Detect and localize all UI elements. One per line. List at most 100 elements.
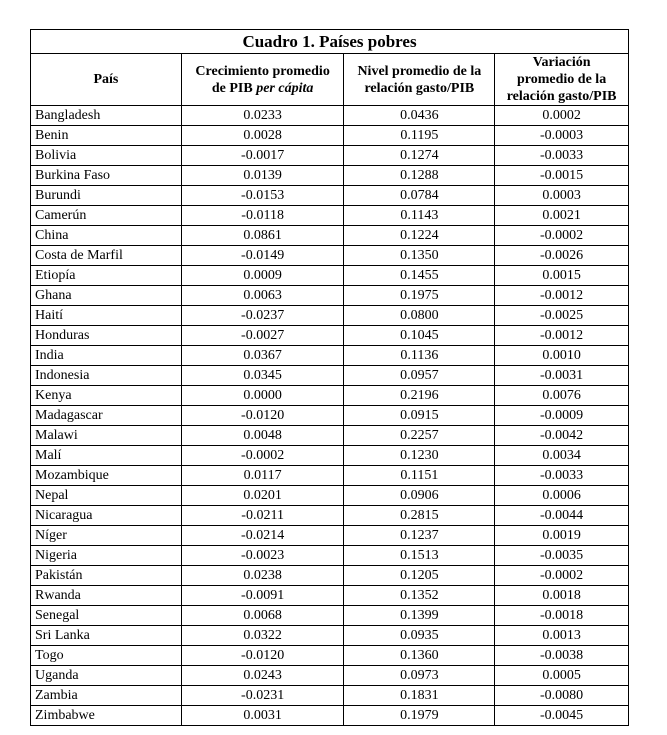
table-row: Pakistán 0.0238 0.1205 -0.0002 <box>30 565 629 586</box>
gdp-growth-cell: 0.0028 <box>180 125 345 146</box>
spending-variation-cell: -0.0009 <box>494 405 629 426</box>
spending-level-cell: 0.1455 <box>343 265 496 286</box>
country-cell: Nepal <box>30 485 182 506</box>
table-row: Bangladesh 0.0233 0.0436 0.0002 <box>30 105 629 126</box>
country-cell: Burundi <box>30 185 182 206</box>
gdp-growth-cell: -0.0027 <box>180 325 345 346</box>
header-text-italic: per cápita <box>256 80 314 96</box>
spending-level-cell: 0.0973 <box>343 665 496 686</box>
gdp-growth-cell: 0.0322 <box>180 625 345 646</box>
table-row: Malawi 0.0048 0.2257 -0.0042 <box>30 425 629 446</box>
table-row: Nicaragua -0.0211 0.2815 -0.0044 <box>30 505 629 526</box>
spending-variation-cell: -0.0012 <box>494 285 629 306</box>
country-cell: Honduras <box>30 325 182 346</box>
header-text: Crecimiento promedio <box>195 63 330 79</box>
header-spending-level: Nivel promedio de la relación gasto/PIB <box>343 53 496 106</box>
table-row: India 0.0367 0.1136 0.0010 <box>30 345 629 366</box>
gdp-growth-cell: 0.0000 <box>180 385 345 406</box>
spending-level-cell: 0.1352 <box>343 585 496 606</box>
table-row: Indonesia 0.0345 0.0957 -0.0031 <box>30 365 629 386</box>
spending-variation-cell: 0.0015 <box>494 265 629 286</box>
gdp-growth-cell: 0.0068 <box>180 605 345 626</box>
spending-level-cell: 0.0800 <box>343 305 496 326</box>
gdp-growth-cell: -0.0211 <box>180 505 345 526</box>
spending-level-cell: 0.1224 <box>343 225 496 246</box>
gdp-growth-cell: -0.0214 <box>180 525 345 546</box>
gdp-growth-cell: 0.0345 <box>180 365 345 386</box>
spending-level-cell: 0.0957 <box>343 365 496 386</box>
table-row: Níger -0.0214 0.1237 0.0019 <box>30 525 629 546</box>
table-row: Honduras -0.0027 0.1045 -0.0012 <box>30 325 629 346</box>
country-cell: Malí <box>30 445 182 466</box>
spending-level-cell: 0.1136 <box>343 345 496 366</box>
country-cell: Bangladesh <box>30 105 182 126</box>
spending-variation-cell: -0.0042 <box>494 425 629 446</box>
spending-level-cell: 0.1205 <box>343 565 496 586</box>
spending-variation-cell: -0.0035 <box>494 545 629 566</box>
spending-variation-cell: 0.0076 <box>494 385 629 406</box>
spending-level-cell: 0.1195 <box>343 125 496 146</box>
country-cell: Indonesia <box>30 365 182 386</box>
spending-variation-cell: 0.0003 <box>494 185 629 206</box>
spending-level-cell: 0.1151 <box>343 465 496 486</box>
poor-countries-table: Cuadro 1. Países pobres País Crecimiento… <box>30 29 629 726</box>
country-cell: Nicaragua <box>30 505 182 526</box>
gdp-growth-cell: -0.0153 <box>180 185 345 206</box>
table-row: Etiopía 0.0009 0.1455 0.0015 <box>30 265 629 286</box>
spending-variation-cell: -0.0080 <box>494 685 629 706</box>
spending-level-cell: 0.1288 <box>343 165 496 186</box>
spending-variation-cell: 0.0018 <box>494 585 629 606</box>
spending-variation-cell: -0.0038 <box>494 645 629 666</box>
country-cell: Uganda <box>30 665 182 686</box>
header-text: Variación <box>532 55 591 70</box>
spending-level-cell: 0.1513 <box>343 545 496 566</box>
header-text: Nivel promedio de la <box>357 63 482 79</box>
spending-variation-cell: -0.0033 <box>494 145 629 166</box>
table-row: Rwanda -0.0091 0.1352 0.0018 <box>30 585 629 606</box>
table-row: Nigeria -0.0023 0.1513 -0.0035 <box>30 545 629 566</box>
gdp-growth-cell: 0.0861 <box>180 225 345 246</box>
spending-variation-cell: -0.0018 <box>494 605 629 626</box>
table-row: Bolivia -0.0017 0.1274 -0.0033 <box>30 145 629 166</box>
gdp-growth-cell: 0.0238 <box>180 565 345 586</box>
gdp-growth-cell: 0.0233 <box>180 105 345 126</box>
spending-variation-cell: -0.0002 <box>494 225 629 246</box>
spending-level-cell: 0.0784 <box>343 185 496 206</box>
country-cell: Rwanda <box>30 585 182 606</box>
country-cell: Pakistán <box>30 565 182 586</box>
country-cell: Kenya <box>30 385 182 406</box>
country-cell: Madagascar <box>30 405 182 426</box>
spending-variation-cell: -0.0003 <box>494 125 629 146</box>
gdp-growth-cell: -0.0091 <box>180 585 345 606</box>
table-row: Mozambique 0.0117 0.1151 -0.0033 <box>30 465 629 486</box>
country-cell: Ghana <box>30 285 182 306</box>
spending-level-cell: 0.1975 <box>343 285 496 306</box>
country-cell: Zambia <box>30 685 182 706</box>
spending-variation-cell: 0.0019 <box>494 525 629 546</box>
country-cell: Costa de Marfil <box>30 245 182 266</box>
spending-variation-cell: -0.0012 <box>494 325 629 346</box>
spending-level-cell: 0.1399 <box>343 605 496 626</box>
country-cell: China <box>30 225 182 246</box>
table-title: Cuadro 1. Países pobres <box>30 29 629 54</box>
spending-level-cell: 0.0906 <box>343 485 496 506</box>
spending-level-cell: 0.2815 <box>343 505 496 526</box>
spending-level-cell: 0.1979 <box>343 705 496 726</box>
gdp-growth-cell: -0.0002 <box>180 445 345 466</box>
country-cell: Mozambique <box>30 465 182 486</box>
header-country: País <box>30 53 182 106</box>
country-cell: Benin <box>30 125 182 146</box>
gdp-growth-cell: 0.0139 <box>180 165 345 186</box>
table-row: Ghana 0.0063 0.1975 -0.0012 <box>30 285 629 306</box>
table-row: Burundi -0.0153 0.0784 0.0003 <box>30 185 629 206</box>
spending-variation-cell: -0.0044 <box>494 505 629 526</box>
spending-variation-cell: -0.0025 <box>494 305 629 326</box>
gdp-growth-cell: 0.0031 <box>180 705 345 726</box>
table-row: Togo -0.0120 0.1360 -0.0038 <box>30 645 629 666</box>
country-cell: Níger <box>30 525 182 546</box>
gdp-growth-cell: -0.0231 <box>180 685 345 706</box>
spending-level-cell: 0.1143 <box>343 205 496 226</box>
gdp-growth-cell: 0.0048 <box>180 425 345 446</box>
spending-level-cell: 0.1230 <box>343 445 496 466</box>
table-row: Sri Lanka 0.0322 0.0935 0.0013 <box>30 625 629 646</box>
